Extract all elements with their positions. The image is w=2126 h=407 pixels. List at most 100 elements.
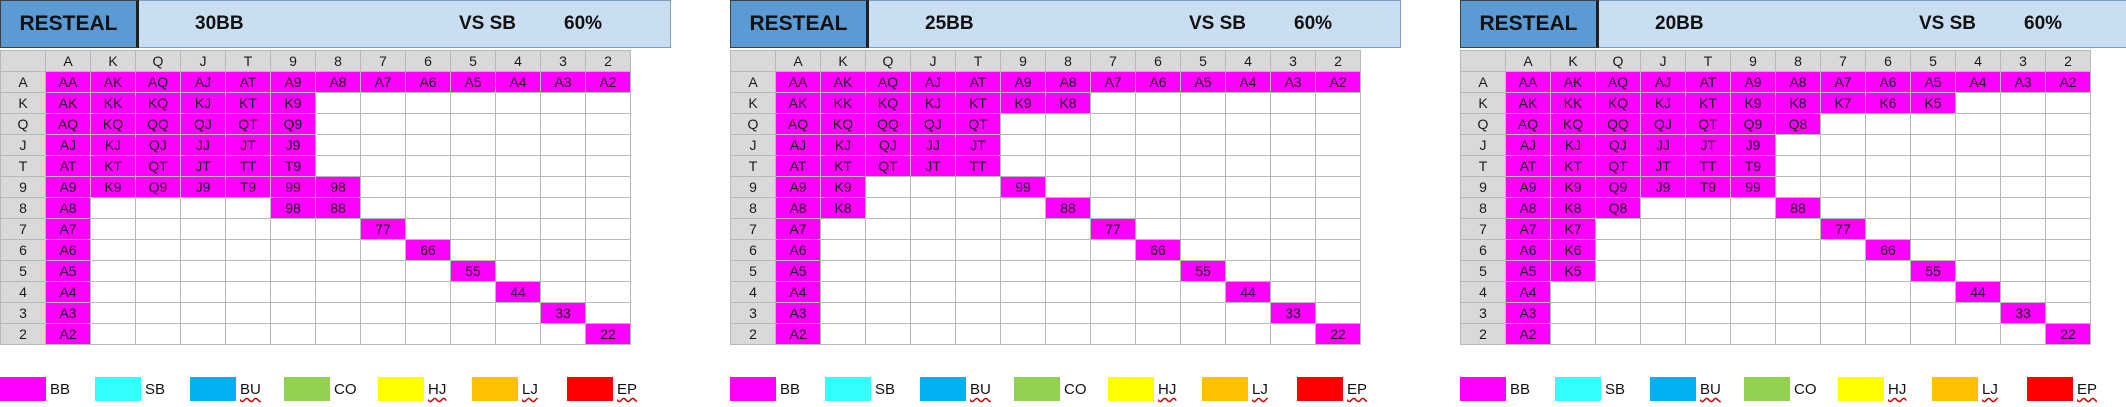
hand-cell-selected: QJ — [180, 113, 226, 135]
hand-cell-empty — [1910, 323, 1956, 345]
hand-cell-selected: K8 — [820, 197, 866, 219]
hand-cell-empty — [1045, 218, 1091, 240]
range-panel: RESTEAL 25BB VS SB 60% A K Q J T 9 8 7 6 5 4 3 2 A AA AK AQ A… — [730, 0, 1401, 407]
hand-cell-empty — [1135, 260, 1181, 282]
hand-cell-empty — [910, 302, 956, 324]
column-header: 9 — [270, 50, 316, 72]
hand-cell-empty — [865, 239, 911, 261]
hand-cell-empty — [1775, 134, 1821, 156]
hand-cell-empty — [865, 197, 911, 219]
hand-cell-selected: 99 — [1000, 176, 1046, 198]
hand-cell-selected: A9 — [775, 176, 821, 198]
hand-cell-empty — [820, 260, 866, 282]
hand-cell-selected: AT — [955, 71, 1001, 93]
hand-cell-empty — [1910, 176, 1956, 198]
hand-cell-selected: A8 — [45, 197, 91, 219]
hand-cell-empty — [1180, 323, 1226, 345]
row-header: J — [0, 134, 46, 156]
legend-label: LJ — [1252, 381, 1268, 398]
legend-label: CO — [1794, 381, 1817, 398]
column-header: 7 — [360, 50, 406, 72]
hand-cell-selected: KJ — [90, 134, 136, 156]
hand-cell-empty — [955, 260, 1001, 282]
hand-cell-empty — [1910, 281, 1956, 303]
hand-cell-empty — [1180, 281, 1226, 303]
legend-label: BB — [50, 381, 71, 398]
hand-cell-selected: K9 — [1730, 92, 1776, 114]
legend-label: BB — [1510, 381, 1531, 398]
hand-cell-selected: 66 — [405, 239, 451, 261]
hand-cell-empty — [1910, 155, 1956, 177]
row-header: T — [1460, 155, 1506, 177]
hand-cell-empty — [315, 281, 361, 303]
hand-cell-empty — [910, 239, 956, 261]
column-header: 3 — [1270, 50, 1316, 72]
hand-cell-empty — [1225, 239, 1271, 261]
hand-cell-selected: QT — [135, 155, 181, 177]
hand-cell-selected: JT — [910, 155, 956, 177]
row-header: 3 — [1460, 302, 1506, 324]
hand-cell-selected: Q9 — [270, 113, 316, 135]
hand-cell-empty — [1135, 113, 1181, 135]
legend-label: BU — [240, 381, 261, 398]
hand-cell-selected: A4 — [1505, 281, 1551, 303]
hand-cell-selected: JT — [955, 134, 1001, 156]
hand-cell-selected: 77 — [360, 218, 406, 240]
hand-cell-empty — [315, 155, 361, 177]
hand-matrix: A K Q J T 9 8 7 6 5 4 3 2 A AA AK AQ AJ AT A9 A8 A7 A6 A5 A4 A3 A2… — [0, 50, 631, 345]
hand-cell-selected: A6 — [405, 71, 451, 93]
row-header: T — [0, 155, 46, 177]
hand-cell-empty — [540, 281, 586, 303]
hand-cell-empty — [1090, 134, 1136, 156]
hand-cell-empty — [495, 197, 541, 219]
hand-cell-empty — [1045, 239, 1091, 261]
legend-swatch — [1297, 377, 1343, 401]
column-header: 5 — [1910, 50, 1956, 72]
hand-cell-empty — [495, 239, 541, 261]
hand-cell-selected: TT — [955, 155, 1001, 177]
row-header: 9 — [1460, 176, 1506, 198]
hand-cell-empty — [1225, 176, 1271, 198]
row-header: K — [730, 92, 776, 114]
matrix-corner — [730, 50, 776, 72]
hand-cell-selected: Q8 — [1595, 197, 1641, 219]
hand-cell-empty — [1820, 260, 1866, 282]
hand-cell-selected: A4 — [1225, 71, 1271, 93]
hand-cell-selected: KQ — [90, 113, 136, 135]
hand-cell-selected: 66 — [1135, 239, 1181, 261]
hand-cell-selected: A4 — [495, 71, 541, 93]
hand-cell-empty — [1000, 239, 1046, 261]
hand-cell-selected: K9 — [820, 176, 866, 198]
hand-cell-selected: A9 — [1000, 71, 1046, 93]
hand-cell-selected: 77 — [1090, 218, 1136, 240]
hand-cell-selected: A8 — [315, 71, 361, 93]
hand-cell-selected: K8 — [1045, 92, 1091, 114]
row-header: 2 — [0, 323, 46, 345]
legend-label: EP — [617, 381, 638, 398]
range-percent: 60% — [564, 13, 603, 34]
column-header: T — [225, 50, 271, 72]
hand-cell-selected: KQ — [865, 92, 911, 114]
hand-cell-empty — [495, 323, 541, 345]
hand-cell-empty — [315, 134, 361, 156]
hand-cell-selected: QQ — [1595, 113, 1641, 135]
hand-cell-selected: AT — [45, 155, 91, 177]
hand-cell-selected: AT — [225, 71, 271, 93]
hand-cell-empty — [405, 197, 451, 219]
hand-cell-selected: QJ — [1640, 113, 1686, 135]
hand-cell-selected: A3 — [45, 302, 91, 324]
hand-cell-empty — [315, 323, 361, 345]
hand-cell-empty — [225, 239, 271, 261]
hand-cell-empty — [1910, 239, 1956, 261]
column-header: 5 — [1180, 50, 1226, 72]
hand-cell-empty — [315, 302, 361, 324]
hand-cell-empty — [1225, 302, 1271, 324]
hand-cell-empty — [135, 239, 181, 261]
hand-cell-empty — [1730, 302, 1776, 324]
hand-cell-selected: 44 — [1955, 281, 2001, 303]
hand-cell-empty — [450, 218, 496, 240]
hand-cell-selected: KQ — [1595, 92, 1641, 114]
hand-cell-empty — [1180, 239, 1226, 261]
panel-header: RESTEAL 25BB VS SB 60% — [730, 0, 1401, 50]
legend-label: CO — [1064, 381, 1087, 398]
